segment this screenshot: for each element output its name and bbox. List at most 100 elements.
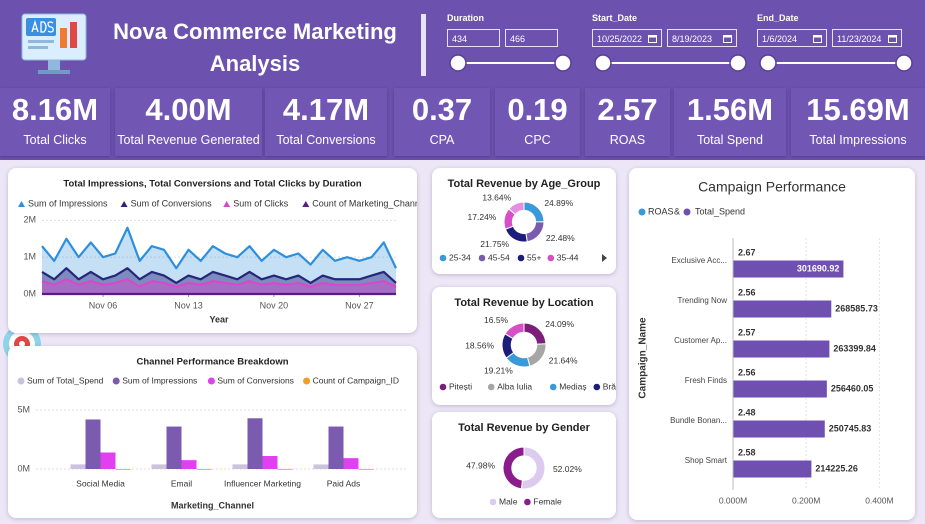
- chart: Total Revenue by Gender 52.02% 47.98% Male F…: [458, 422, 591, 506]
- data-label: 21.64%: [549, 356, 578, 366]
- area: [42, 227, 396, 294]
- chart-title: Total Revenue by Age_Group: [448, 178, 601, 190]
- filter-value: 434: [452, 34, 468, 44]
- legend-label: Sum of Conversions: [217, 375, 294, 385]
- data-label: 263399.84: [833, 343, 876, 353]
- legend-more[interactable]: [602, 254, 607, 262]
- slider-handle[interactable]: [594, 54, 612, 72]
- legend-marker: [18, 201, 25, 207]
- filter-label: Start_Date: [592, 13, 638, 23]
- data-label: 17.24%: [468, 212, 497, 222]
- legend-label: ROAS: [648, 206, 674, 216]
- x-tick-label: Nov 20: [260, 300, 289, 310]
- data-label: 21.75%: [480, 239, 509, 249]
- kpi-label: Total Spend: [696, 133, 764, 147]
- chart: Campaign Performance ROAS & Total_Spend 0.00…: [638, 179, 894, 506]
- legend-marker: [478, 254, 486, 262]
- bar: [733, 340, 830, 358]
- data-label: 24.89%: [544, 198, 573, 208]
- filter-value: 1/6/2024: [762, 34, 798, 44]
- dashboard-title: Nova Commerce Marketing Analysis: [113, 19, 397, 76]
- kpi-value: 1.56M: [686, 92, 774, 127]
- legend-marker: [683, 208, 691, 216]
- data-label: 268585.73: [835, 303, 878, 313]
- donut-slice: [508, 201, 525, 216]
- legend-label: Female: [533, 496, 562, 506]
- data-label: 2.58: [738, 447, 756, 457]
- legend-label: Pitești: [449, 381, 472, 391]
- kpi-card: 0.37 CPA: [394, 88, 490, 156]
- x-tick-label: 0.000M: [719, 495, 747, 505]
- bar: [328, 426, 344, 469]
- data-label: 214225.26: [815, 463, 858, 473]
- chart-card: Total Revenue by Location 24.09% 21.64% 19.…: [432, 287, 625, 405]
- bar: [343, 458, 359, 469]
- x-axis-title: Year: [209, 314, 229, 324]
- kpi-label: Total Clicks: [23, 133, 87, 147]
- kpi-label: Total Conversions: [276, 133, 376, 147]
- legend-label: Sum of Conversions: [131, 198, 213, 208]
- calendar-icon[interactable]: [648, 34, 657, 43]
- legend-label: Sum of Impressions: [28, 198, 108, 208]
- slider-handle[interactable]: [895, 54, 913, 72]
- legend-marker: [517, 254, 525, 262]
- data-label: 250745.83: [829, 423, 872, 433]
- legend-label: Sum of Total_Spend: [27, 375, 104, 385]
- filter-input: 466: [505, 29, 558, 47]
- y-tick-label: 2M: [23, 215, 36, 225]
- calendar-icon[interactable]: [723, 34, 732, 43]
- data-label: 2.48: [738, 407, 756, 417]
- kpi-card: 8.16M Total Clicks: [0, 88, 110, 156]
- slider-handle[interactable]: [554, 54, 572, 72]
- kpi-label: ROAS: [609, 133, 646, 147]
- bar: [151, 464, 167, 469]
- chart: Total Revenue by Location 24.09% 21.64% 19.…: [439, 297, 625, 391]
- calendar-icon[interactable]: [813, 34, 822, 43]
- legend-label: Sum of Clicks: [233, 198, 289, 208]
- kpi-label: Total Revenue Generated: [117, 133, 260, 147]
- x-tick-label: 0.400M: [865, 495, 893, 505]
- bar: [166, 426, 182, 469]
- kpi-card: 4.17M Total Conversions: [265, 88, 387, 156]
- kpi-value: 0.19: [507, 92, 568, 127]
- slider-handle[interactable]: [759, 54, 777, 72]
- y-tick-label: Customer Ap...: [674, 336, 727, 345]
- x-tick-label: Influencer Marketing: [224, 478, 301, 488]
- filter-input: 434: [447, 29, 500, 47]
- chart-card: Total Revenue by Gender 52.02% 47.98% Male F…: [432, 412, 616, 518]
- legend-label: 35-44: [557, 252, 579, 262]
- legend-label: 25-34: [449, 252, 471, 262]
- slider-handle[interactable]: [449, 54, 467, 72]
- legend-label: Sum of Impressions: [122, 375, 197, 385]
- y-tick-label: Trending Now: [677, 296, 727, 305]
- filter-value: 466: [510, 34, 526, 44]
- bar: [232, 464, 248, 469]
- chart-title: Channel Performance Breakdown: [136, 357, 288, 368]
- kpi-label: Total Impressions: [809, 133, 907, 147]
- filter-input: 11/23/2024: [832, 29, 902, 47]
- chart-card: Total Impressions, Total Conversions and…: [8, 168, 427, 333]
- data-label: 19.21%: [484, 366, 513, 376]
- kpi-card: 15.69M Total Impressions: [791, 88, 925, 156]
- legend-marker: [112, 377, 120, 385]
- slider-handle[interactable]: [729, 54, 747, 72]
- legend-marker: [489, 498, 497, 506]
- kpi-card: 0.19 CPC: [495, 88, 580, 156]
- data-label: 22.48%: [546, 233, 575, 243]
- chart: Channel Performance Breakdown Sum of Tota…: [17, 357, 408, 510]
- data-label: 2.56: [738, 367, 756, 377]
- legend-label: Alba Iulia: [497, 381, 532, 391]
- chart: Total Revenue by Age_Group 24.89% 22.48% 21…: [439, 178, 607, 262]
- filter-value: 8/19/2023: [672, 34, 713, 44]
- legend-marker: [207, 377, 215, 385]
- bar: [733, 460, 812, 478]
- data-label: 2.67: [738, 247, 756, 257]
- legend-marker: [302, 201, 310, 207]
- calendar-icon[interactable]: [888, 34, 897, 43]
- legend-marker: [524, 498, 531, 506]
- legend-marker: [303, 377, 311, 385]
- y-tick-label: 0M: [23, 288, 36, 298]
- kpi-label: CPA: [429, 133, 455, 147]
- filter-value: 10/25/2022: [597, 34, 643, 44]
